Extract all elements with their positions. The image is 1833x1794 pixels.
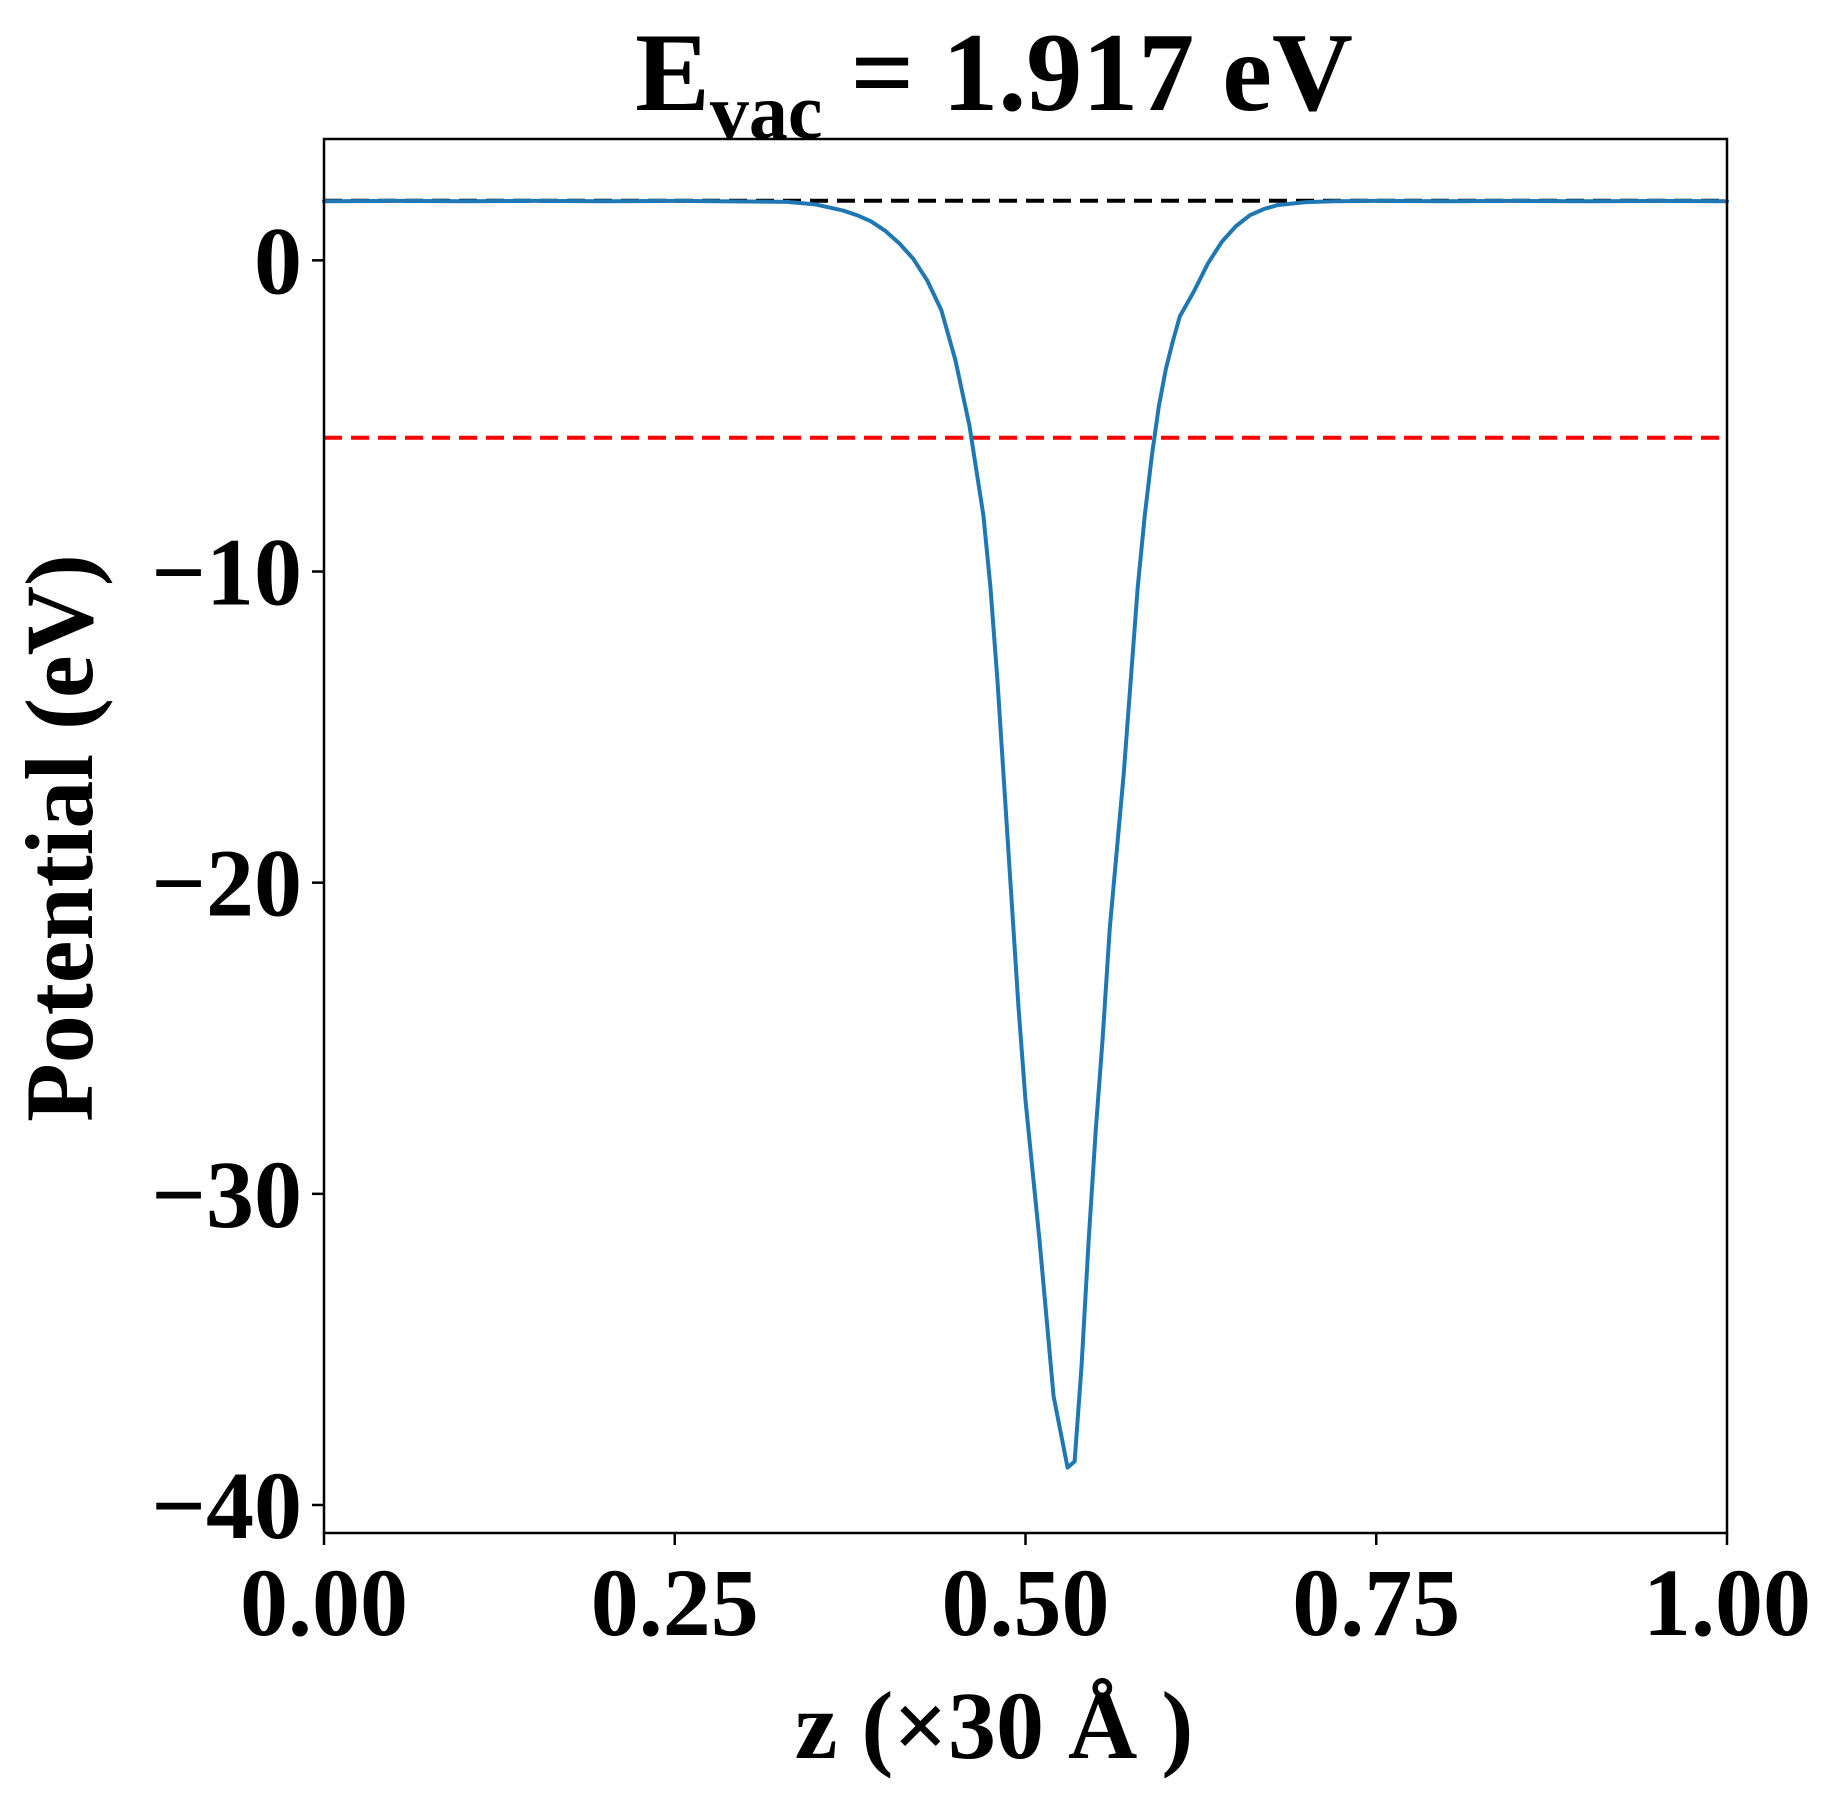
x-tick-label: 0.00	[240, 1549, 408, 1656]
y-tick-label: −10	[151, 519, 302, 626]
x-axis: 0.00 0.25 0.50 0.75 1.00	[240, 1533, 1811, 1656]
y-tick-label: 0	[254, 207, 302, 314]
x-tick-label: 1.00	[1643, 1549, 1811, 1656]
x-tick-label: 0.25	[591, 1549, 759, 1656]
series-line-1	[322, 198, 1729, 1470]
y-axis: 0 −10 −20 −30 −40	[151, 207, 324, 1559]
plot-frame	[322, 137, 1729, 1535]
title-rest: = 1.917 eV	[822, 11, 1352, 135]
y-axis-label: Potential (eV)	[6, 554, 113, 1122]
x-axis-label: z (×30 Å )	[795, 1672, 1194, 1779]
chart-title: Evac = 1.917 eV	[635, 11, 1353, 155]
y-tick-label: −40	[151, 1452, 302, 1559]
x-tick-label: 0.75	[1292, 1549, 1460, 1656]
title-main: E	[635, 11, 710, 135]
y-tick-label: −30	[151, 1141, 302, 1248]
y-tick-label: −20	[151, 830, 302, 937]
x-tick-label: 0.50	[942, 1549, 1110, 1656]
svg-text:Evac = 1.917 eV: Evac = 1.917 eV	[635, 11, 1353, 155]
title-subscript: vac	[710, 68, 823, 155]
plot-area	[322, 137, 1729, 1535]
